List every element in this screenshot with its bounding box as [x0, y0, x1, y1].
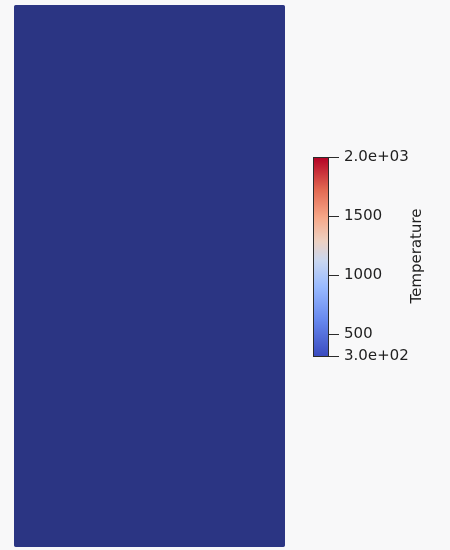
- temperature-field-surface[interactable]: [14, 5, 285, 547]
- colorbar-tick-label-1000: 1000: [344, 265, 383, 283]
- colorbar-tick-1500: [329, 216, 339, 217]
- colorbar-tick-label-min: 3.0e+02: [344, 346, 409, 364]
- colorbar-tick-label-1500: 1500: [344, 206, 383, 224]
- colorbar-title: Temperature: [407, 208, 425, 304]
- temperature-colorbar: [313, 157, 329, 357]
- colorbar-tick-500: [329, 334, 339, 335]
- colorbar-tick-max: [329, 157, 339, 158]
- colorbar-tick-1000: [329, 275, 339, 276]
- colorbar-tick-min: [329, 356, 339, 357]
- colorbar-tick-label-500: 500: [344, 324, 373, 342]
- colorbar-tick-label-max: 2.0e+03: [344, 147, 409, 165]
